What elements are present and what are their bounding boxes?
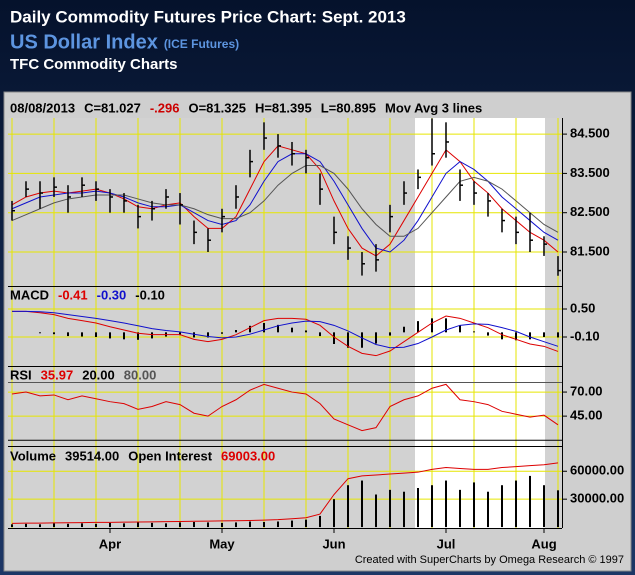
line-series [11, 153, 559, 253]
legend-text: 35.97 [41, 367, 74, 382]
x-tick-label: May [209, 536, 235, 551]
legend-text: -0.41 [58, 287, 88, 302]
legend-text: Volume [10, 448, 56, 463]
exchange: (ICE Futures) [164, 37, 239, 51]
y-tick-label: 82.500 [570, 204, 610, 219]
y-tick-label: 81.500 [570, 243, 610, 258]
line-series [12, 310, 559, 349]
legend-text: H=81.395 [255, 100, 312, 115]
subtitle: US Dollar Index [10, 31, 158, 53]
y-tick-label: 0.50 [570, 300, 595, 315]
legend-text: 08/08/2013 [10, 100, 75, 115]
source: TFC Commodity Charts [10, 56, 178, 73]
legend-text: MACD [10, 287, 49, 302]
legend-text: -0.30 [97, 287, 127, 302]
y-tick-label: 45.00 [570, 408, 603, 423]
legend-text: C=81.027 [84, 100, 141, 115]
legend-text: -.296 [150, 100, 180, 115]
footer: Created with SuperCharts by Omega Resear… [355, 554, 624, 566]
line-series [11, 165, 559, 237]
line-series [11, 383, 559, 432]
y-tick-label: -0.10 [570, 328, 600, 343]
legend-text: RSI [10, 367, 32, 382]
line-series [12, 310, 559, 357]
line-series [11, 462, 559, 524]
y-tick-label: 60000.00 [570, 463, 624, 478]
legend-text: Open Interest [128, 448, 212, 463]
legend-text: L=80.895 [321, 100, 376, 115]
y-tick-label: 83.500 [570, 165, 610, 180]
y-tick-label: 30000.00 [570, 491, 624, 506]
legend-text: Mov Avg 3 lines [385, 100, 482, 115]
legend-text: 69003.00 [221, 448, 275, 463]
legend-text: -0.10 [135, 287, 165, 302]
page-title: Daily Commodity Futures Price Chart: Sep… [10, 7, 406, 26]
y-tick-label: 84.500 [570, 126, 610, 141]
legend-text: 20.00 [82, 367, 115, 382]
line-series [11, 145, 559, 257]
legend-text: 80.00 [124, 367, 157, 382]
marks [11, 118, 561, 528]
x-tick-label: Aug [531, 536, 556, 551]
legend-text: O=81.325 [188, 100, 245, 115]
x-tick-label: Jun [322, 536, 345, 551]
x-tick-label: Apr [99, 536, 121, 551]
legend-text: 39514.00 [65, 448, 119, 463]
y-tick-label: 70.00 [570, 384, 603, 399]
x-tick-label: Jul [437, 536, 456, 551]
